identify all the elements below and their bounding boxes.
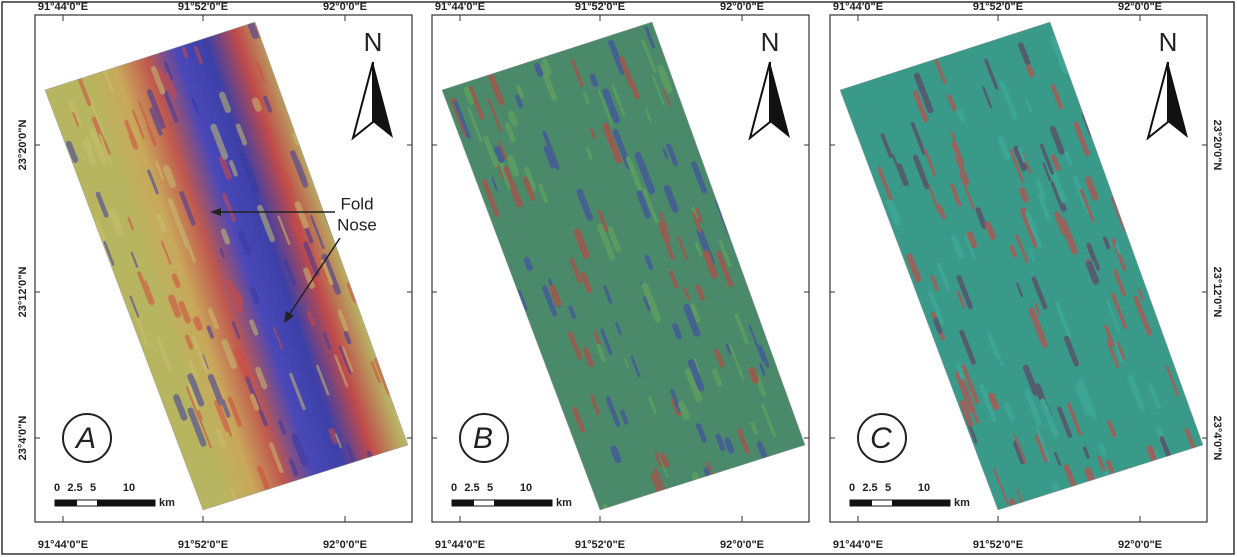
panel-letter: B <box>473 422 493 455</box>
texture-stroke <box>970 235 974 245</box>
scale-bar-fill <box>892 500 950 506</box>
top-coord-label: 91°44'0"E <box>38 1 88 13</box>
scale-bar-fill <box>97 500 155 506</box>
top-coord-label: 91°44'0"E <box>435 1 485 13</box>
scale-tick-label: 5 <box>90 482 96 494</box>
bottom-coord-label: 91°52'0"E <box>575 539 625 551</box>
texture-stroke <box>988 225 993 237</box>
texture-stroke <box>251 26 255 36</box>
top-coord-label: 91°44'0"E <box>833 1 883 13</box>
side-coord-label: 23°20'0"N <box>17 120 29 171</box>
texture-stroke <box>614 449 618 460</box>
scale-tick-label: 0 <box>451 482 457 494</box>
panel-letter: C <box>870 422 892 455</box>
texture-stroke <box>682 404 687 416</box>
texture-stroke <box>174 276 178 285</box>
annotation-text: Fold <box>340 194 373 213</box>
north-label: N <box>1159 27 1178 57</box>
bottom-coord-label: 91°44'0"E <box>435 539 485 551</box>
side-coord-label: 23°12'0"N <box>1211 267 1223 318</box>
scale-tick-label: 0 <box>849 482 855 494</box>
scale-bar-fill <box>494 500 552 506</box>
north-label: N <box>364 27 383 57</box>
north-label: N <box>761 27 780 57</box>
texture-stroke <box>727 441 731 451</box>
annotation-text: Nose <box>337 215 377 234</box>
texture-stroke <box>255 101 258 109</box>
top-coord-label: 91°52'0"E <box>575 1 625 13</box>
bottom-coord-label: 91°44'0"E <box>833 539 883 551</box>
panel-letter: A <box>74 422 96 455</box>
side-coord-label: 23°4'0"N <box>17 416 29 461</box>
bottom-coord-label: 92°0'0"E <box>323 539 367 551</box>
texture-stroke <box>1101 447 1104 454</box>
scale-bar-fill <box>452 500 474 506</box>
scale-tick-label: 10 <box>520 482 532 494</box>
scale-tick-label: 10 <box>918 482 930 494</box>
figure: 91°44'0"E 91°52'0"E 92°0'0"E 91°44'0"E 91°52… <box>0 0 1237 557</box>
scale-bar-fill <box>850 500 872 506</box>
scale-tick-label: 5 <box>885 482 891 494</box>
bottom-coord-label: 91°52'0"E <box>178 539 228 551</box>
scale-unit: km <box>159 497 175 509</box>
bottom-coord-label: 91°44'0"E <box>38 539 88 551</box>
map-panel: 91°44'0"E 91°52'0"E 92°0'0"E 91°44'0"E 91°52… <box>432 1 809 551</box>
top-coord-label: 91°52'0"E <box>178 1 228 13</box>
texture-stroke <box>86 140 89 148</box>
scale-tick-label: 2.5 <box>67 482 82 494</box>
map-panel: 91°44'0"E 91°52'0"E 92°0'0"E 91°44'0"E 91°52… <box>17 1 412 551</box>
texture-stroke <box>497 149 501 160</box>
side-coord-label: 23°12'0"N <box>17 267 29 318</box>
scale-bar-fill <box>55 500 77 506</box>
texture-stroke <box>253 290 257 301</box>
bottom-coord-label: 92°0'0"E <box>1118 539 1162 551</box>
texture-stroke <box>752 370 756 380</box>
scale-tick-label: 5 <box>487 482 493 494</box>
side-coord-label: 23°20'0"N <box>1211 120 1223 171</box>
top-coord-label: 92°0'0"E <box>1118 1 1162 13</box>
texture-stroke <box>511 114 515 123</box>
side-coord-label: 23°4'0"N <box>1211 416 1223 461</box>
texture-stroke <box>537 66 540 74</box>
scale-tick-label: 2.5 <box>862 482 877 494</box>
scale-tick-label: 10 <box>123 482 135 494</box>
top-coord-label: 92°0'0"E <box>720 1 764 13</box>
scale-tick-label: 0 <box>54 482 60 494</box>
texture-stroke <box>1029 67 1032 74</box>
texture-stroke <box>1022 190 1025 199</box>
texture-stroke <box>527 260 530 268</box>
top-coord-label: 91°52'0"E <box>973 1 1023 13</box>
bottom-coord-label: 92°0'0"E <box>720 539 764 551</box>
map-panel: 91°44'0"E 91°52'0"E 92°0'0"E 91°44'0"E 91°52… <box>830 1 1223 551</box>
texture-stroke <box>196 320 199 328</box>
top-coord-label: 92°0'0"E <box>323 1 367 13</box>
scale-tick-label: 2.5 <box>464 482 479 494</box>
texture-stroke <box>331 431 335 441</box>
texture-stroke <box>592 76 595 84</box>
texture-stroke <box>675 326 679 337</box>
scale-unit: km <box>954 497 970 509</box>
bottom-coord-label: 91°52'0"E <box>973 539 1023 551</box>
texture-stroke <box>1012 247 1015 255</box>
texture-stroke <box>959 111 962 119</box>
scale-unit: km <box>556 497 572 509</box>
texture-stroke <box>663 456 667 465</box>
